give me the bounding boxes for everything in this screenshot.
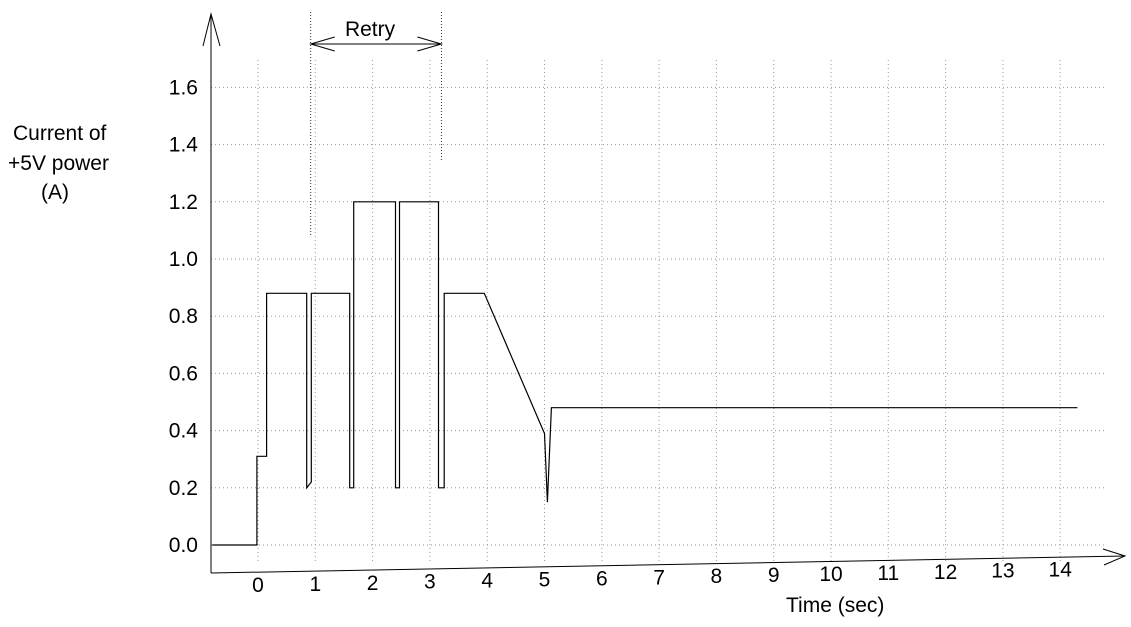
y-tick-labels: 0.0 0.2 0.4 0.6 0.8 1.0 1.2 1.4 1.6 [169,76,199,557]
x-tick-label: 7 [653,566,665,589]
x-tick-label: 12 [934,561,957,584]
y-tick-label: 1.0 [169,248,198,271]
y-tick-label: 0.8 [169,305,198,328]
x-tick-label: 3 [424,571,436,594]
retry-right-arrow-icon [417,36,444,52]
y-axis-title-line-2: +5V power [8,152,109,175]
y-tick-label: 1.6 [169,76,198,99]
x-tick-label: 13 [991,560,1014,583]
x-tick-label: 10 [819,563,842,586]
y-axis-arrow-icon [202,12,221,47]
retry-left-arrow-icon [308,36,335,52]
x-tick-label: 6 [596,567,608,590]
x-tick-label: 9 [768,564,780,587]
current-trace-line [212,201,1078,546]
x-tick-label: 4 [481,570,493,593]
y-tick-label: 0.0 [169,534,198,557]
retry-annotation: Retry [308,12,444,235]
x-tick-labels: 0 1 2 3 4 5 6 7 8 9 10 11 12 13 14 [252,559,1072,597]
x-tick-label: 0 [252,574,264,597]
y-tick-label: 1.4 [169,134,199,157]
series [212,201,1078,546]
y-axis-title-line-3: (A) [41,181,69,204]
x-axis-line [210,555,1126,574]
y-tick-label: 0.6 [169,362,198,385]
x-axis-arrow-icon [1102,548,1127,566]
y-tick-label: 0.2 [169,477,198,500]
x-tick-label: 5 [539,569,551,592]
y-tick-label: 0.4 [169,420,199,443]
x-tick-label: 14 [1049,559,1073,582]
x-tick-label: 11 [877,562,899,585]
y-tick-label: 1.2 [169,191,198,214]
grid [211,60,1105,562]
x-tick-label: 2 [367,572,379,595]
x-tick-label: 8 [711,565,723,588]
retry-label: Retry [345,18,396,41]
x-axis-title: Time (sec) [786,594,884,617]
x-tick-label: 1 [309,573,321,596]
axes [202,12,1127,574]
y-axis-title-line-1: Current of [13,122,107,145]
